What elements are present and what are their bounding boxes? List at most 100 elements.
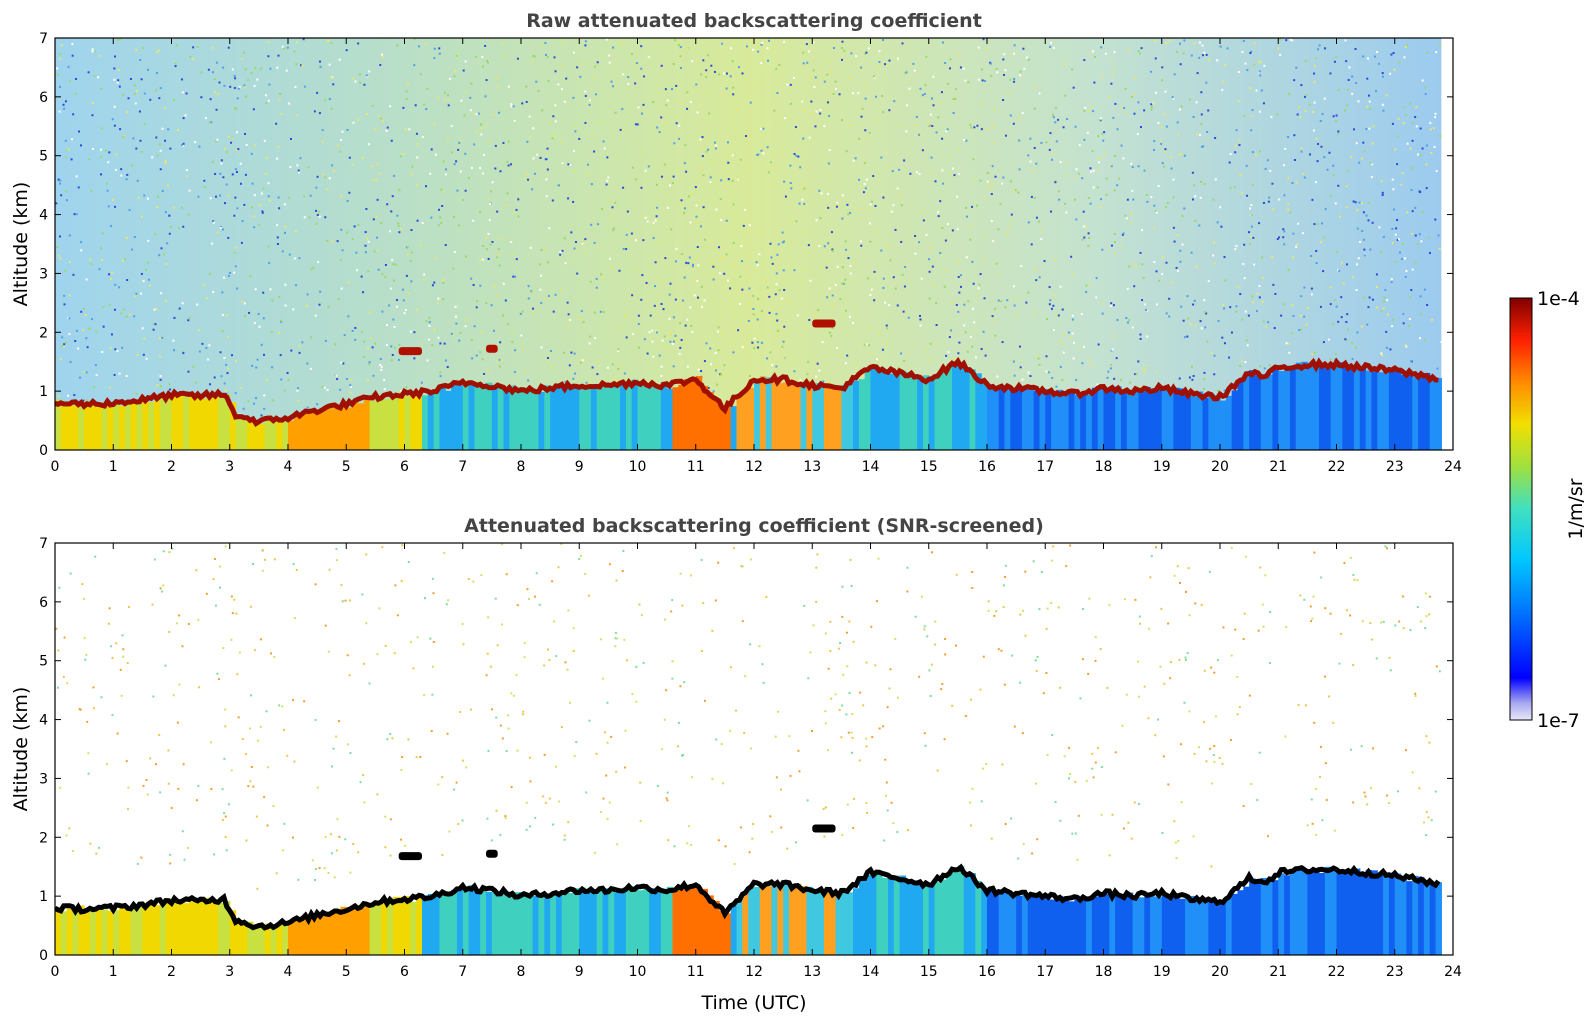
noise-pixel (631, 333, 634, 336)
layer-column (101, 909, 109, 955)
noise-pixel (368, 361, 371, 364)
noise-pixel (357, 119, 360, 122)
noise-pixel (1233, 186, 1236, 189)
noise-pixel (486, 652, 489, 655)
noise-pixel (1410, 288, 1413, 291)
layer-column (1237, 890, 1244, 955)
noise-pixel (900, 240, 903, 243)
noise-pixel (237, 716, 240, 719)
noise-pixel (802, 110, 805, 113)
noise-pixel (113, 373, 116, 376)
noise-pixel (1315, 833, 1318, 836)
noise-pixel (270, 330, 273, 333)
noise-pixel (573, 170, 576, 173)
noise-pixel (234, 246, 237, 249)
noise-pixel (1178, 153, 1181, 156)
layer-column (322, 406, 330, 450)
noise-pixel (1312, 129, 1315, 132)
noise-pixel (787, 301, 790, 304)
noise-pixel (270, 652, 273, 655)
noise-pixel (159, 378, 162, 381)
noise-pixel (1030, 195, 1033, 198)
noise-pixel (224, 389, 227, 392)
layer-column (1062, 898, 1070, 955)
noise-pixel (1212, 198, 1215, 201)
noise-pixel (930, 97, 933, 100)
noise-pixel (569, 260, 572, 263)
noise-pixel (126, 808, 129, 811)
noise-pixel (219, 194, 222, 197)
noise-pixel (416, 309, 419, 312)
noise-pixel (886, 706, 889, 709)
noise-pixel (594, 93, 597, 96)
noise-pixel (665, 104, 668, 107)
noise-pixel (1095, 296, 1098, 299)
noise-pixel (590, 223, 593, 226)
noise-pixel (263, 796, 266, 799)
noise-pixel (473, 143, 476, 146)
layer-column (555, 387, 563, 450)
noise-pixel (74, 92, 77, 95)
noise-pixel (826, 296, 829, 299)
noise-pixel (1295, 181, 1298, 184)
noise-pixel (532, 127, 535, 130)
noise-pixel (1316, 160, 1319, 163)
layer-column (573, 888, 580, 955)
noise-pixel (331, 240, 334, 243)
noise-pixel (1295, 245, 1298, 248)
noise-pixel (278, 704, 281, 707)
noise-pixel (1132, 198, 1135, 201)
noise-pixel (1137, 695, 1140, 698)
noise-pixel (816, 362, 819, 365)
noise-pixel (1319, 305, 1322, 308)
noise-pixel (807, 677, 810, 680)
noise-pixel (829, 649, 832, 652)
noise-pixel (784, 195, 787, 198)
noise-pixel (1203, 182, 1206, 185)
layer-column (754, 886, 761, 955)
noise-pixel (840, 736, 843, 739)
noise-pixel (748, 287, 751, 290)
noise-pixel (1061, 308, 1064, 311)
layer-column (456, 888, 464, 955)
noise-pixel (1133, 285, 1136, 288)
noise-pixel (655, 331, 658, 334)
noise-pixel (425, 185, 428, 188)
noise-pixel (775, 283, 778, 286)
layer-column (847, 892, 854, 955)
noise-pixel (941, 169, 944, 172)
noise-pixel (1411, 771, 1414, 774)
noise-pixel (1068, 777, 1071, 780)
noise-pixel (93, 386, 96, 389)
noise-pixel (1112, 304, 1115, 307)
noise-pixel (1386, 313, 1389, 316)
x-tick-label: 23 (1386, 459, 1404, 475)
noise-pixel (1262, 277, 1265, 280)
noise-pixel (1411, 210, 1414, 213)
x-tick-label: 15 (920, 459, 938, 475)
noise-pixel (1218, 756, 1221, 759)
noise-pixel (1099, 118, 1102, 121)
noise-pixel (168, 551, 171, 554)
noise-pixel (831, 294, 834, 297)
noise-pixel (1074, 780, 1077, 783)
noise-pixel (904, 265, 907, 268)
noise-pixel (122, 648, 125, 651)
noise-pixel (1266, 159, 1269, 162)
noise-pixel (965, 256, 968, 259)
noise-pixel (1257, 629, 1260, 632)
noise-pixel (100, 87, 103, 90)
noise-pixel (935, 324, 938, 327)
noise-pixel (1285, 39, 1288, 42)
layer-column (1120, 894, 1128, 955)
layer-column (264, 418, 272, 450)
noise-pixel (931, 265, 934, 268)
layer-column (864, 370, 872, 450)
noise-pixel (272, 804, 275, 807)
layer-column (1319, 873, 1326, 955)
noise-pixel (584, 44, 587, 47)
noise-pixel (1245, 339, 1248, 342)
x-tick-label: 8 (517, 459, 526, 475)
noise-pixel (944, 239, 947, 242)
noise-pixel (1153, 261, 1156, 264)
